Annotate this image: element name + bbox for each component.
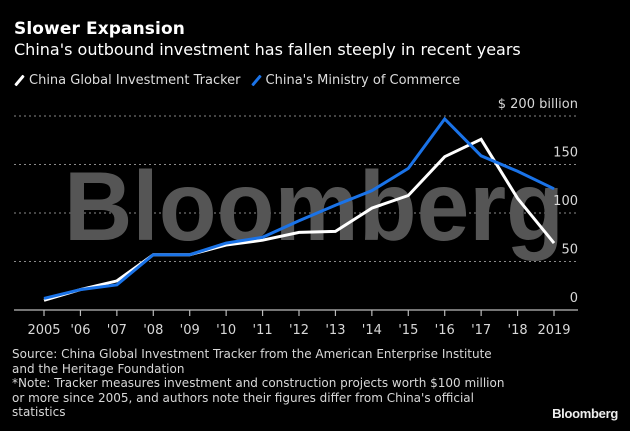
x-tick-label: '09: [180, 323, 200, 338]
x-tick-label: '11: [253, 323, 273, 338]
y-tick-label: 100: [553, 194, 578, 209]
chart-subtitle: China's outbound investment has fallen s…: [14, 40, 521, 59]
y-tick-label: $ 200 billion: [498, 97, 578, 112]
source-line: and the Heritage Foundation: [12, 361, 185, 376]
gridlines: [14, 115, 578, 262]
legend-label-mofcom: China's Ministry of Commerce: [265, 73, 461, 88]
x-tick-label: '15: [398, 323, 418, 338]
x-tick-label: '07: [107, 323, 127, 338]
note-line: *Note: Tracker measures investment and c…: [12, 376, 505, 390]
x-tick-label: '13: [325, 323, 345, 338]
source-line: Source: China Global Investment Tracker …: [12, 347, 492, 361]
chart-title: Slower Expansion: [14, 19, 185, 39]
x-tick-label: 2005: [27, 323, 60, 338]
x-tick-label: '18: [508, 323, 528, 338]
x-tick-label: '06: [70, 323, 90, 338]
bloomberg-logo: Bloomberg: [552, 406, 618, 421]
source-note: Source: China Global Investment Tracker …: [12, 347, 505, 420]
note-line: statistics: [12, 405, 66, 419]
series-lines: [43, 116, 556, 302]
x-tick-label: '14: [362, 323, 382, 338]
watermark: Bloomberg: [64, 151, 564, 261]
x-tick-label: '16: [435, 323, 455, 338]
y-tick-label: 50: [561, 243, 578, 258]
note-line: or more since 2005, and authors note the…: [12, 390, 474, 405]
x-tick-label: 2019: [537, 323, 570, 338]
x-tick-label: '12: [289, 323, 309, 338]
legend-item-tracker: China Global Investment Tracker: [14, 73, 241, 88]
legend-item-mofcom: China's Ministry of Commerce: [250, 73, 461, 88]
y-tick-label: 0: [570, 291, 578, 306]
x-tick-label: '17: [471, 323, 491, 338]
x-tick-label: '08: [143, 323, 163, 338]
y-tick-label: 150: [553, 146, 578, 161]
x-tick-label: '10: [216, 323, 236, 338]
legend-label-tracker: China Global Investment Tracker: [29, 73, 241, 88]
axes: 0 50 100 150 $ 200 billion 2005 '06 '07 '08 '09 '1…: [14, 97, 578, 338]
legend: China Global Investment Tracker China's …: [14, 73, 470, 88]
